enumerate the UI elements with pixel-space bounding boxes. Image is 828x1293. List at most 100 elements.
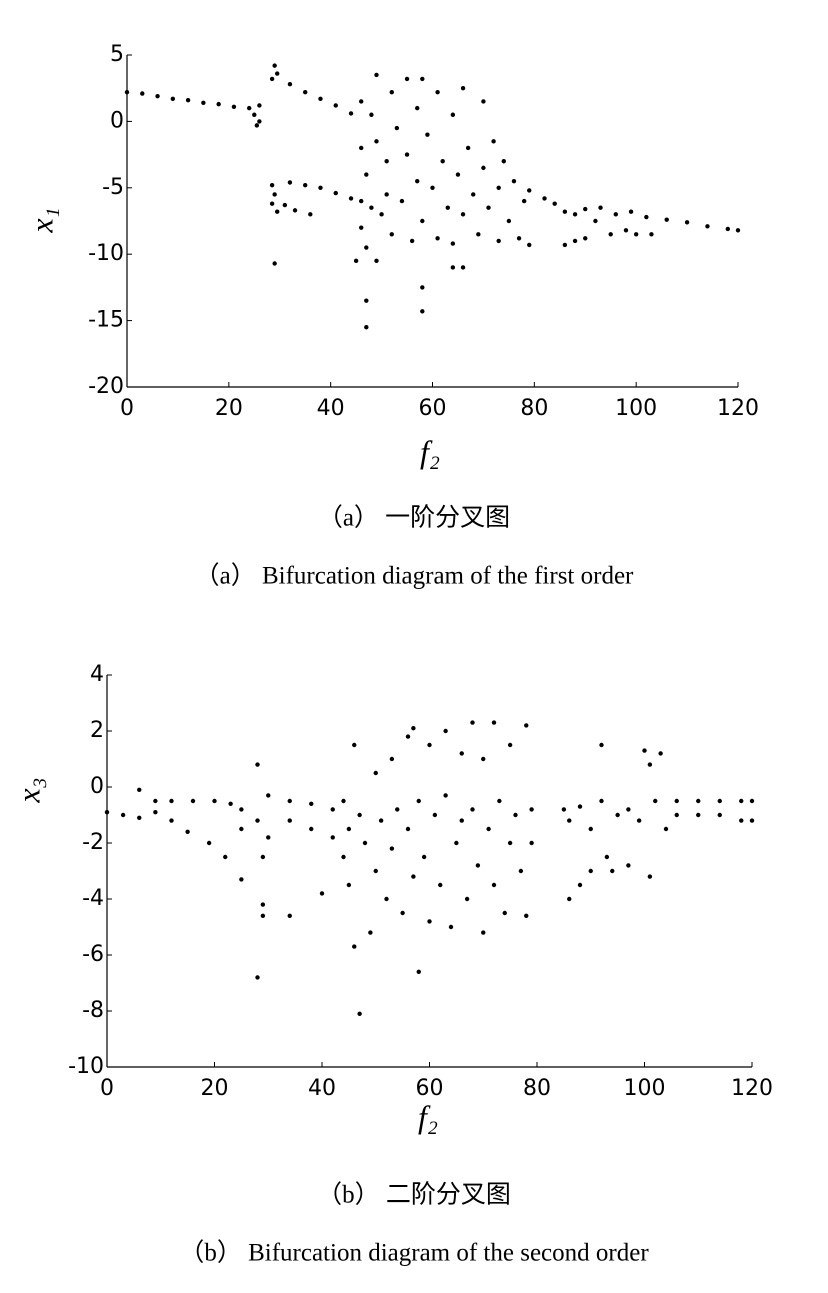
point bbox=[272, 63, 277, 68]
point bbox=[404, 76, 410, 82]
point bbox=[491, 139, 496, 144]
point bbox=[420, 285, 425, 290]
point bbox=[364, 245, 369, 250]
point bbox=[201, 100, 206, 106]
point bbox=[346, 882, 352, 888]
point bbox=[664, 217, 669, 222]
point bbox=[593, 218, 598, 224]
point bbox=[599, 742, 604, 748]
x-tick-label: 20 bbox=[215, 396, 243, 421]
point bbox=[705, 224, 710, 229]
x-tick-label: 100 bbox=[615, 396, 657, 421]
point bbox=[562, 242, 568, 248]
point bbox=[287, 818, 292, 823]
point bbox=[481, 165, 486, 171]
point bbox=[415, 105, 420, 111]
point bbox=[527, 188, 532, 193]
caption: （a） 一阶分叉图 bbox=[318, 504, 510, 532]
y-tick-label: -10 bbox=[88, 241, 124, 266]
point bbox=[491, 720, 497, 725]
x-tick-label: 60 bbox=[416, 1076, 444, 1101]
point bbox=[507, 840, 513, 846]
point bbox=[169, 818, 174, 823]
point bbox=[518, 868, 524, 874]
point bbox=[228, 801, 233, 806]
point bbox=[395, 807, 400, 812]
point bbox=[153, 798, 158, 804]
point bbox=[521, 198, 527, 204]
point bbox=[362, 840, 368, 846]
point bbox=[470, 720, 475, 725]
point bbox=[749, 818, 755, 823]
point bbox=[501, 159, 506, 164]
point bbox=[348, 111, 354, 116]
point bbox=[599, 798, 604, 804]
point bbox=[254, 123, 260, 128]
point bbox=[476, 232, 481, 237]
point bbox=[269, 182, 275, 188]
point bbox=[653, 798, 658, 804]
point bbox=[384, 896, 389, 902]
point bbox=[481, 756, 486, 762]
x-tick-label: 40 bbox=[308, 1076, 336, 1101]
point bbox=[491, 882, 497, 888]
point bbox=[257, 119, 262, 124]
point bbox=[303, 89, 308, 95]
y-tick-label: 0 bbox=[110, 108, 124, 133]
point bbox=[287, 180, 293, 185]
point bbox=[255, 818, 260, 823]
point bbox=[496, 185, 501, 190]
point bbox=[404, 152, 410, 157]
point bbox=[459, 818, 464, 823]
point bbox=[647, 874, 653, 879]
point bbox=[435, 89, 440, 95]
point bbox=[275, 209, 280, 214]
point bbox=[409, 238, 415, 244]
point bbox=[552, 201, 557, 206]
point bbox=[247, 105, 252, 111]
point bbox=[137, 787, 142, 792]
point bbox=[170, 96, 176, 102]
point bbox=[658, 751, 663, 756]
point bbox=[588, 868, 593, 874]
point bbox=[357, 812, 362, 818]
point bbox=[364, 325, 369, 330]
point bbox=[739, 818, 744, 823]
x-tick-label: 80 bbox=[523, 1076, 551, 1101]
point bbox=[717, 812, 722, 818]
point bbox=[260, 902, 266, 907]
point bbox=[628, 209, 634, 214]
point bbox=[506, 218, 512, 224]
point bbox=[470, 807, 475, 812]
point bbox=[223, 854, 228, 860]
point bbox=[608, 232, 613, 237]
point bbox=[432, 812, 438, 818]
point bbox=[604, 854, 610, 860]
point bbox=[359, 198, 364, 204]
point bbox=[389, 846, 395, 851]
point bbox=[435, 236, 440, 241]
point bbox=[529, 840, 534, 846]
point bbox=[663, 826, 669, 832]
point bbox=[379, 212, 384, 217]
point bbox=[287, 82, 293, 87]
point bbox=[309, 801, 314, 806]
y-tick-label: -6 bbox=[82, 942, 104, 967]
point bbox=[438, 882, 443, 888]
point bbox=[440, 159, 445, 164]
point bbox=[378, 818, 384, 823]
point bbox=[725, 226, 731, 232]
point bbox=[430, 185, 435, 190]
point bbox=[266, 793, 271, 798]
point bbox=[583, 206, 588, 212]
point bbox=[471, 192, 476, 197]
point bbox=[374, 72, 379, 78]
point bbox=[124, 89, 130, 95]
point bbox=[190, 798, 196, 804]
point bbox=[319, 891, 325, 896]
x-axis-label: f₂ bbox=[420, 433, 440, 469]
point bbox=[735, 228, 741, 233]
point bbox=[257, 103, 262, 108]
point bbox=[400, 910, 405, 916]
point bbox=[255, 762, 260, 767]
